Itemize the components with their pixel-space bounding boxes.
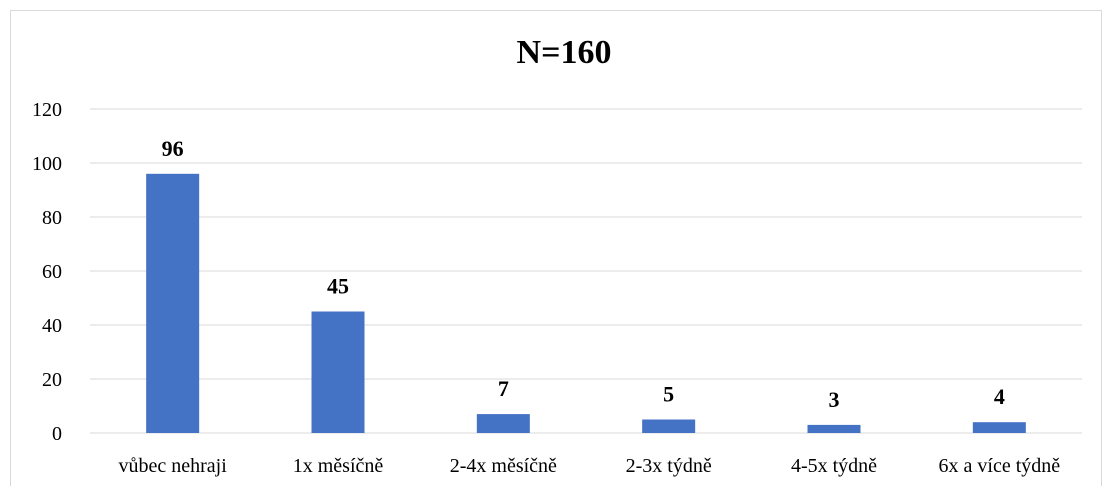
data-labels: 96 45 7 5 3 4: [162, 136, 1005, 412]
category-label: 2-4x měsíčně: [450, 455, 557, 477]
bars: [146, 173, 1026, 434]
y-tick-label: 0: [52, 423, 62, 445]
data-label: 96: [162, 136, 184, 161]
x-axis-categories: vůbec nehraji 1x měsíčně 2-4x měsíčně 2-3x …: [119, 455, 1061, 477]
y-tick-label: 60: [42, 261, 62, 283]
y-tick-label: 80: [42, 207, 62, 229]
bar-1: [311, 311, 365, 433]
bar-4: [807, 424, 861, 433]
category-label: 2-3x týdně: [626, 455, 712, 477]
data-label: 4: [994, 384, 1005, 409]
data-label: 3: [829, 387, 840, 412]
category-label: vůbec nehraji: [119, 455, 228, 477]
y-tick-label: 40: [42, 315, 62, 337]
data-label: 7: [498, 376, 509, 401]
category-label: 4-5x týdně: [791, 455, 877, 477]
chart-title: N=160: [517, 34, 612, 71]
y-axis-ticks: 0 20 40 60 80 100 120: [32, 99, 62, 445]
category-label: 1x měsíčně: [293, 455, 384, 477]
data-label: 5: [663, 382, 674, 407]
category-label: 6x a více týdně: [939, 455, 1061, 477]
y-tick-label: 120: [32, 99, 62, 121]
y-tick-label: 100: [32, 153, 62, 175]
bar-3: [642, 419, 696, 433]
gridlines: [90, 108, 1082, 434]
bar-2: [476, 414, 530, 433]
bar-0: [146, 173, 200, 434]
data-label: 45: [327, 274, 349, 299]
bar-5: [972, 422, 1026, 433]
y-tick-label: 20: [42, 369, 62, 391]
